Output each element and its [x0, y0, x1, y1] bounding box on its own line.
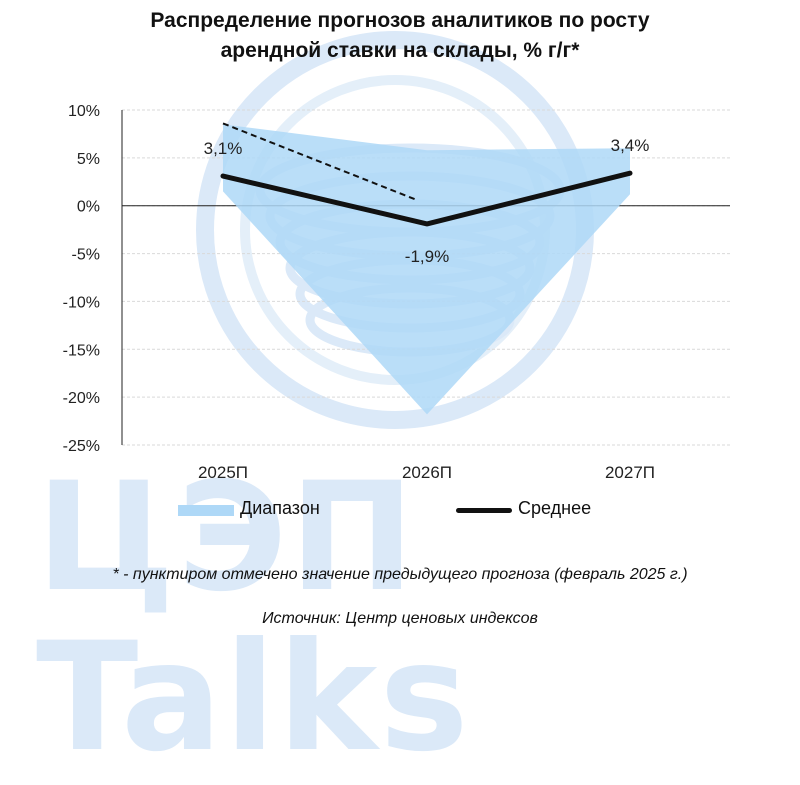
- footnote: * - пунктиром отмечено значение предыдущ…: [112, 566, 688, 583]
- source-note: Источник: Центр ценовых индексов: [262, 610, 538, 627]
- legend-swatch-range: [178, 505, 234, 516]
- mean-data-label: 3,1%: [204, 139, 243, 158]
- legend-swatch-mean: [456, 508, 512, 513]
- y-tick-label: -15%: [63, 342, 100, 359]
- legend-label-range: Диапазон: [240, 498, 320, 518]
- x-tick-label: 2025П: [198, 463, 248, 482]
- chart-title: Распределение прогнозов аналитиков по ро…: [0, 6, 800, 66]
- y-tick-label: -5%: [72, 247, 100, 264]
- range-band: [223, 124, 630, 415]
- x-tick-label: 2027П: [605, 463, 655, 482]
- mean-data-label: -1,9%: [405, 247, 449, 266]
- y-tick-label: -10%: [63, 294, 100, 311]
- legend: Диапазон Среднее: [178, 496, 638, 522]
- chart-stage: ЦЭП Talks 10% 5% 0% -5% -10% -15% -20% -25% 3,1%…: [0, 6, 800, 778]
- y-tick-label: -25%: [63, 438, 100, 455]
- legend-label-mean: Среднее: [518, 498, 592, 518]
- mean-data-label: 3,4%: [611, 136, 650, 155]
- y-tick-label: 0%: [77, 199, 100, 216]
- x-tick-label: 2026П: [402, 463, 452, 482]
- chart-title-line1: Распределение прогнозов аналитиков по ро…: [150, 9, 650, 32]
- y-tick-label: -20%: [63, 390, 100, 407]
- mean-line: [220, 170, 633, 227]
- previous-forecast-line: [222, 122, 418, 201]
- y-tick-label: 10%: [68, 103, 100, 120]
- chart-title-line2: арендной ставки на склады, % г/г*: [220, 39, 580, 62]
- y-tick-label: 5%: [77, 151, 100, 168]
- chart: 10% 5% 0% -5% -10% -15% -20% -25% 3,1% -1,9% 3,4% 2…: [63, 31, 730, 482]
